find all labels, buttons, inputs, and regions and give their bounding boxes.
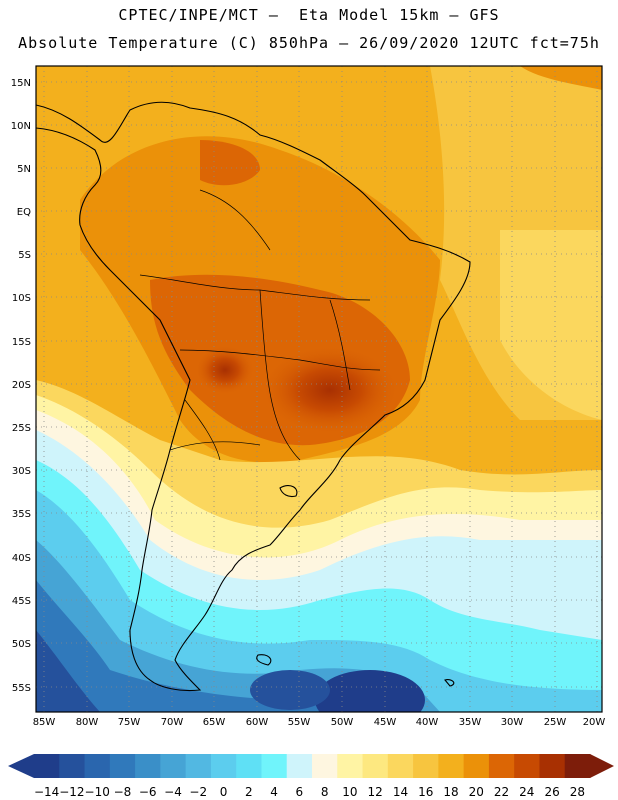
colorbar-segment xyxy=(59,754,86,778)
lat-label: 35S xyxy=(12,509,31,520)
colorbar-segment xyxy=(488,754,515,778)
colorbar-label: 28 xyxy=(570,785,585,799)
colorbar-segment xyxy=(438,754,465,778)
colorbar-label: 12 xyxy=(368,785,383,799)
colorbar-label: 22 xyxy=(494,785,509,799)
lon-label: 75W xyxy=(118,717,141,728)
lat-label: 30S xyxy=(12,466,31,477)
colorbar-label: 14 xyxy=(393,785,408,799)
lat-label: 55S xyxy=(12,683,31,694)
colorbar-label: −6 xyxy=(139,785,157,799)
latitude-labels: 15N 10N 5N EQ 5S 10S 15S 20S 25S 30S 35S… xyxy=(11,78,31,694)
colorbar-label: −4 xyxy=(164,785,182,799)
colorbar-segment xyxy=(34,754,60,778)
map-title: CPTEC/INPE/MCT – Eta Model 15km – GFS xyxy=(118,6,500,24)
temperature-field xyxy=(36,66,602,712)
colorbar-label: 0 xyxy=(220,785,228,799)
colorbar-segment xyxy=(160,754,187,778)
colorbar-segment xyxy=(236,754,262,778)
colorbar-segment xyxy=(463,754,490,778)
lon-label: 60W xyxy=(246,717,269,728)
colorbar-segment xyxy=(185,754,212,778)
lat-label: 15N xyxy=(11,78,31,89)
lat-label: 15S xyxy=(12,337,31,348)
colorbar-segment xyxy=(362,754,389,778)
colorbar-segment xyxy=(413,754,439,778)
lon-label: 80W xyxy=(76,717,99,728)
plot-frame xyxy=(35,65,603,713)
colorbar-label: 24 xyxy=(519,785,534,799)
lon-label: 85W xyxy=(33,717,56,728)
colorbar-segment xyxy=(312,754,338,778)
colorbar-segment xyxy=(286,754,313,778)
country-borders xyxy=(139,189,381,461)
lat-label: 25S xyxy=(12,423,31,434)
colorbar-label: −12 xyxy=(59,785,84,799)
colorbar-segment xyxy=(135,754,161,778)
lat-label: 20S xyxy=(12,380,31,391)
colorbar-label: −10 xyxy=(85,785,110,799)
lon-label: 45W xyxy=(374,717,397,728)
colorbar-label: 16 xyxy=(418,785,433,799)
colorbar-label: 26 xyxy=(544,785,559,799)
colorbar-label: 6 xyxy=(296,785,304,799)
lat-label: 40S xyxy=(12,553,31,564)
lon-label: 20W xyxy=(583,717,606,728)
lon-label: 35W xyxy=(459,717,482,728)
lon-label: 70W xyxy=(161,717,184,728)
colorbar-label: 20 xyxy=(469,785,484,799)
lon-label: 65W xyxy=(203,717,226,728)
colorbar-label: 18 xyxy=(443,785,458,799)
colorbar-segment xyxy=(514,754,540,778)
colorbar-segment xyxy=(387,754,414,778)
colorbar-arrow-high xyxy=(590,754,614,778)
colorbar-label: −2 xyxy=(189,785,207,799)
colorbar-label: 4 xyxy=(270,785,278,799)
lat-label: 10S xyxy=(12,293,31,304)
colorbar-segment xyxy=(109,754,136,778)
lon-label: 40W xyxy=(416,717,439,728)
lon-label: 25W xyxy=(544,717,567,728)
colorbar-label: −8 xyxy=(114,785,132,799)
lat-label: 45S xyxy=(12,596,31,607)
lon-label: 50W xyxy=(331,717,354,728)
colorbar-label: 2 xyxy=(245,785,253,799)
lat-label: EQ xyxy=(17,207,31,218)
colorbar-label: −14 xyxy=(34,785,59,799)
lon-label: 30W xyxy=(501,717,524,728)
colorbar-arrow-low xyxy=(8,754,34,778)
longitude-labels: 85W 80W 75W 70W 65W 60W 55W 50W 45W 40W … xyxy=(33,717,606,728)
colorbar-label: 8 xyxy=(321,785,329,799)
colorbar-label: 10 xyxy=(342,785,357,799)
lat-label: 50S xyxy=(12,639,31,650)
colorbar-segment xyxy=(261,754,288,778)
colorbar: −14 −12 −10 −8 −6 −4 −2 0 2 4 6 8 10 12 14 16 18 20 22 24 26… xyxy=(8,754,614,799)
colorbar-segment xyxy=(564,754,591,778)
lon-label: 55W xyxy=(288,717,311,728)
map-subtitle: Absolute Temperature (C) 850hPa – 26/09/… xyxy=(18,34,600,52)
colorbar-segment xyxy=(210,754,237,778)
lat-label: 5S xyxy=(18,250,31,261)
colorbar-segment xyxy=(84,754,111,778)
lat-label: 10N xyxy=(11,121,31,132)
colorbar-segment xyxy=(337,754,364,778)
coastline xyxy=(36,101,471,692)
lat-label: 5N xyxy=(17,164,31,175)
colorbar-segment xyxy=(539,754,566,778)
